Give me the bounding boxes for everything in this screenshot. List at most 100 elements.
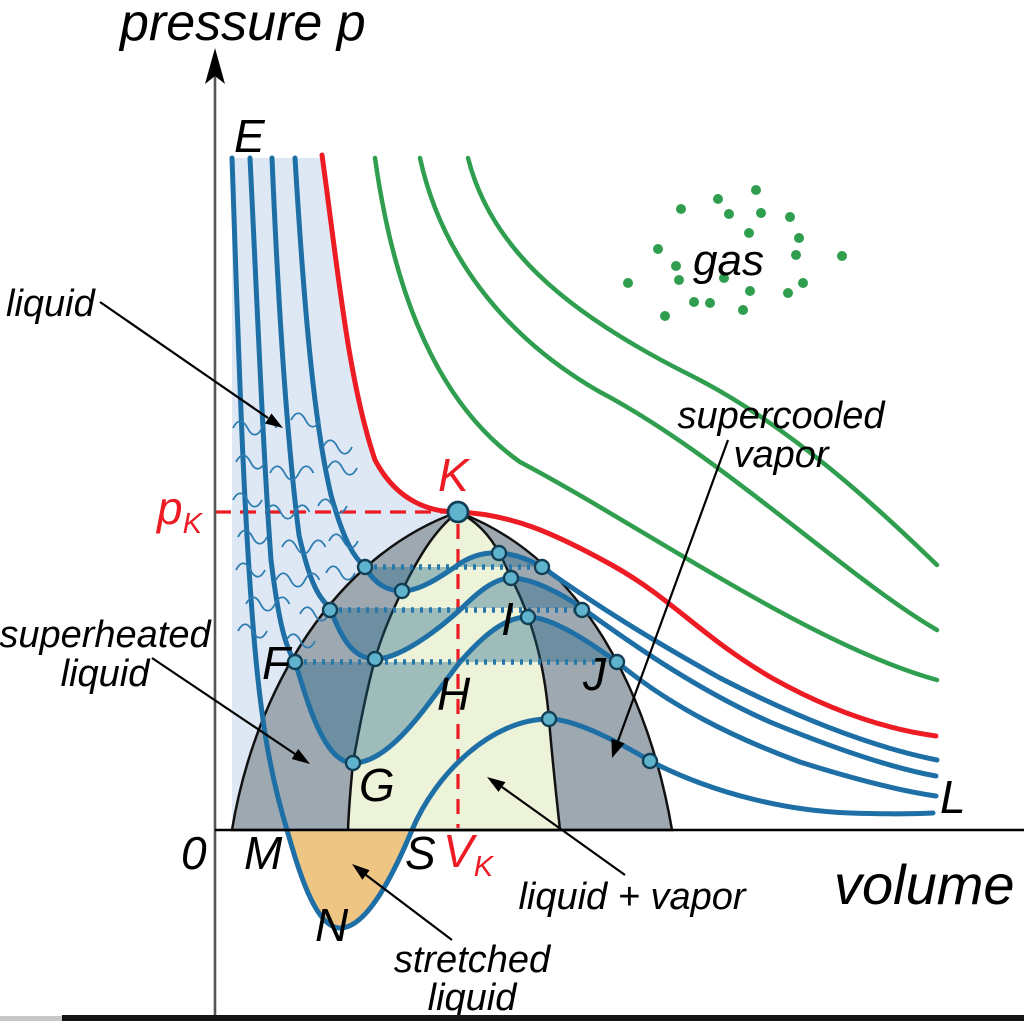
- phase-point-dot: [641, 752, 659, 770]
- point-label-K: K: [438, 449, 471, 501]
- liquid-wave-mark: [299, 606, 330, 622]
- gas-molecule-dot: [623, 278, 633, 288]
- liquid-wave-mark: [237, 623, 268, 639]
- supercooled-vapor-pointer-arrowhead-icon: [611, 738, 625, 758]
- point-label-J: J: [582, 648, 607, 700]
- phase-point-dot: [356, 558, 374, 576]
- blue-isotherm-t3: [269, 155, 939, 779]
- gas-molecule-dot: [676, 204, 686, 214]
- gas-molecule-dot: [745, 286, 755, 296]
- vk-label: VK: [443, 825, 495, 883]
- gas-molecule-dot: [660, 311, 670, 321]
- liquid-wave-mark: [290, 412, 321, 428]
- gas-molecule-dot: [798, 278, 808, 288]
- phase-point-dot: [540, 710, 558, 728]
- bottom-border-bar: [0, 1016, 62, 1021]
- maxwell-pocket-t4-left: [365, 567, 455, 591]
- gas-molecule-dot: [794, 233, 804, 243]
- gas-molecule-dot: [719, 273, 729, 283]
- liquid-region-label: liquid: [6, 283, 97, 325]
- liquid-vapor-pointer-line: [501, 786, 626, 876]
- liquid-wave-mark: [269, 465, 315, 481]
- point-label-G: G: [359, 759, 395, 811]
- liquid-wave-mark: [328, 533, 359, 549]
- phase-point-dot: [393, 582, 411, 600]
- gas-molecule-dot: [744, 228, 754, 238]
- point-label-F: F: [262, 637, 293, 689]
- phase-point-dot: [573, 601, 591, 619]
- gas-molecule-dot: [791, 250, 801, 260]
- supercooled-vapor-label-line1: supercooled: [677, 395, 886, 437]
- gas-region-label: gas: [693, 236, 764, 285]
- stretched-liquid-region: [287, 830, 412, 928]
- gas-molecule-dot: [738, 305, 748, 315]
- liquid-wave-mark: [322, 439, 353, 455]
- gas-molecule-dot: [674, 275, 684, 285]
- gas-molecule-dot: [756, 208, 766, 218]
- liquid-wave-mark: [275, 572, 321, 588]
- liquid-wave-mark: [285, 633, 316, 649]
- stretched-liquid-pointer-arrowhead-icon: [352, 864, 370, 880]
- liquid-wave-mark: [232, 492, 263, 508]
- gas-molecule-dot: [705, 298, 715, 308]
- gas-molecule-dot: [724, 209, 734, 219]
- phase-point-dot: [344, 754, 362, 772]
- superheated-liquid-label-line2: liquid: [61, 653, 152, 695]
- green-isotherm-1: [372, 155, 940, 683]
- phase-point-dot: [286, 653, 304, 671]
- critical-point-dot: [446, 500, 470, 524]
- critical-isotherm-red: [319, 152, 939, 739]
- liquid-pointer-line: [99, 301, 269, 419]
- liquid-wave-mark: [325, 565, 356, 581]
- point-label-H: H: [437, 668, 471, 720]
- gas-molecule-dot: [689, 297, 699, 307]
- gas-molecule-dot: [751, 185, 761, 195]
- phase-point-dot: [490, 544, 508, 562]
- supercooled-vapor-label-line2: vapor: [733, 434, 829, 476]
- pressure-axis-label: pressure p: [118, 0, 366, 52]
- volume-axis-label: volume: [834, 853, 1015, 916]
- blue-isotherm-t2: [247, 155, 939, 799]
- gas-molecule-dot: [713, 194, 723, 204]
- superheated-liquid-label-line1: superheated: [0, 614, 213, 656]
- liquid-wave-mark: [245, 596, 291, 612]
- gas-molecule-dot: [783, 288, 793, 298]
- phase-point-dot: [502, 569, 520, 587]
- point-label-I: I: [501, 593, 514, 645]
- liquid-wave-mark: [235, 454, 266, 470]
- superheated-liquid-pointer-line: [151, 657, 296, 755]
- stretched-liquid-label-line2: liquid: [428, 977, 519, 1019]
- point-label-N: N: [315, 899, 349, 951]
- pk-label: pK: [155, 482, 204, 540]
- liquid-wave-mark: [327, 460, 358, 476]
- liquid-wave-mark: [235, 562, 266, 578]
- point-label-L: L: [940, 771, 966, 823]
- bottom-border-bar: [62, 1015, 1024, 1021]
- green-isotherm-2: [417, 155, 940, 633]
- phase-point-dot: [321, 601, 339, 619]
- liquid-wave-mark: [317, 498, 348, 514]
- liquid-pointer-arrowhead-icon: [265, 413, 283, 428]
- green-isotherm-3: [465, 155, 940, 568]
- gas-molecule-dot: [653, 244, 663, 254]
- stretched-liquid-pointer-line: [365, 874, 453, 941]
- liquid-vapor-region-label: liquid + vapor: [518, 876, 746, 918]
- point-label-E: E: [234, 110, 266, 162]
- blue-isotherm-t1: [229, 155, 936, 931]
- pressure-axis-arrowhead: [205, 48, 225, 84]
- phase-point-dot: [519, 608, 537, 626]
- point-label-M: M: [244, 827, 283, 879]
- liquid-vapor-pointer-arrowhead-icon: [487, 777, 506, 792]
- gas-molecule-dot: [837, 251, 847, 261]
- gas-molecule-dot: [785, 212, 795, 222]
- phase-point-dot: [533, 558, 551, 576]
- phase-point-dot: [608, 653, 626, 671]
- stretched-liquid-label-line1: stretched: [394, 939, 552, 981]
- origin-label: 0: [181, 827, 207, 879]
- liquid-wave-mark: [281, 539, 327, 555]
- phase-point-dot: [366, 650, 384, 668]
- liquid-wave-mark: [237, 529, 268, 545]
- maxwell-pocket-t2-left: [295, 662, 460, 763]
- superheated-liquid-pointer-arrowhead-icon: [291, 749, 310, 764]
